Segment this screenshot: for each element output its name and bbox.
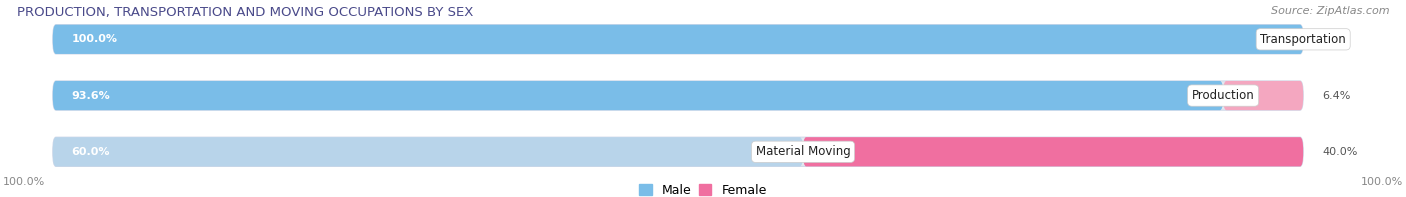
Text: 60.0%: 60.0%	[72, 147, 110, 157]
Text: 100.0%: 100.0%	[1361, 177, 1403, 187]
Text: 0.0%: 0.0%	[1322, 34, 1350, 44]
Text: 100.0%: 100.0%	[72, 34, 118, 44]
FancyBboxPatch shape	[53, 25, 1303, 54]
Text: Source: ZipAtlas.com: Source: ZipAtlas.com	[1271, 6, 1389, 16]
Text: 100.0%: 100.0%	[3, 177, 45, 187]
Text: Production: Production	[1192, 89, 1254, 102]
Text: 6.4%: 6.4%	[1322, 91, 1350, 100]
Text: 40.0%: 40.0%	[1322, 147, 1357, 157]
FancyBboxPatch shape	[53, 81, 1303, 110]
FancyBboxPatch shape	[53, 81, 1223, 110]
FancyBboxPatch shape	[803, 137, 1303, 166]
Text: PRODUCTION, TRANSPORTATION AND MOVING OCCUPATIONS BY SEX: PRODUCTION, TRANSPORTATION AND MOVING OC…	[17, 6, 474, 19]
FancyBboxPatch shape	[1223, 81, 1303, 110]
FancyBboxPatch shape	[53, 137, 1303, 166]
Text: Material Moving: Material Moving	[755, 145, 851, 158]
FancyBboxPatch shape	[53, 137, 803, 166]
Legend: Male, Female: Male, Female	[640, 184, 766, 197]
FancyBboxPatch shape	[53, 25, 1303, 54]
Text: Transportation: Transportation	[1260, 33, 1346, 46]
Text: 93.6%: 93.6%	[72, 91, 110, 100]
